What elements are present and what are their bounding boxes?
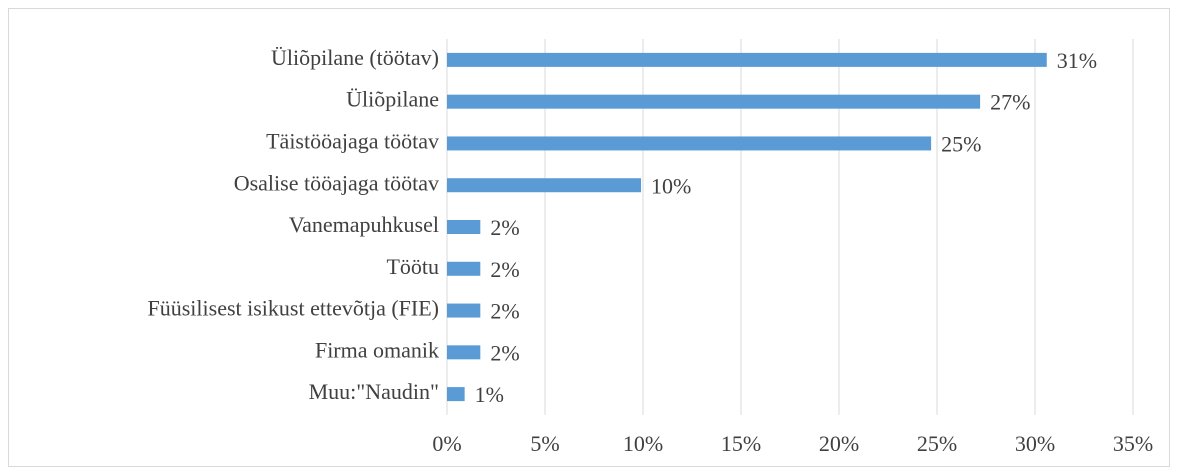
data-label: 2% [490,340,519,365]
x-tick-label: 0% [432,431,461,456]
bar [447,220,481,234]
x-tick-label: 30% [1015,431,1055,456]
y-tick-label: Füüsilisest isikust ettevõtja (FIE) [148,296,440,321]
bar [447,52,1047,67]
data-label: 10% [651,173,691,198]
bar [447,261,481,276]
y-tick-label: Osalise tööajaga töötav [234,170,439,195]
y-tick-label: Vanemapuhkusel [289,212,439,237]
y-tick-label: Muu:"Naudin" [309,379,439,404]
data-label: 25% [941,131,981,156]
x-tick-label: 10% [623,431,663,456]
x-tick-label: 25% [917,431,957,456]
data-label: 1% [475,382,504,407]
x-tick-label: 20% [819,431,859,456]
bar [447,387,465,402]
x-tick-label: 15% [721,431,761,456]
y-tick-label: Firma omanik [315,337,439,362]
data-label: 27% [990,90,1030,115]
data-label: 2% [490,257,519,282]
bar [447,178,642,193]
chart-border [8,8,1170,467]
x-tick-label: 5% [530,431,559,456]
data-label: 2% [490,299,519,324]
data-label: 2% [490,215,519,240]
bar [447,345,481,360]
bar [447,303,481,318]
y-tick-label: Täistööajaga töötav [266,128,439,153]
x-tick-label: 35% [1113,431,1153,456]
y-tick-label: Üliõpilane (töötav) [271,45,439,70]
y-tick-label: Töötu [386,254,439,279]
bar [447,136,932,151]
data-label: 31% [1057,48,1097,73]
y-tick-label: Üliõpilane [346,87,439,112]
bar [447,94,981,109]
